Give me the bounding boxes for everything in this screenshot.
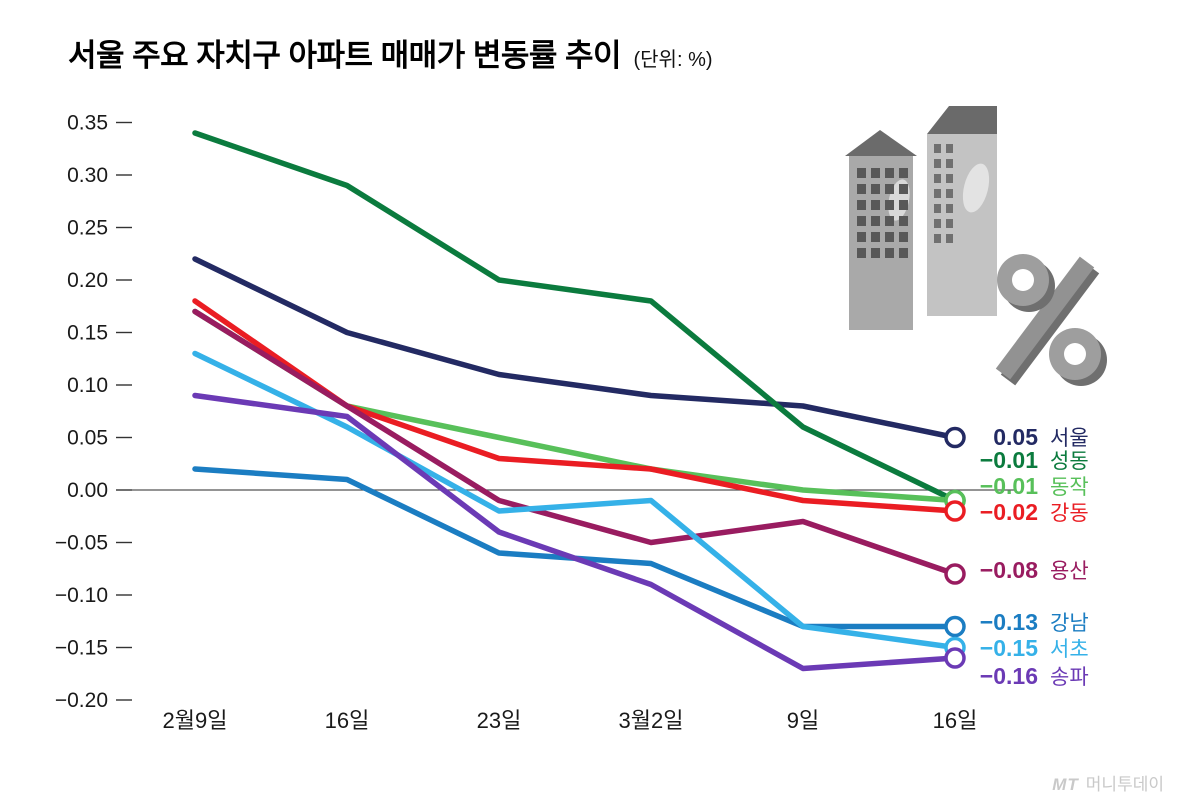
series-endpoint-서울 [944, 426, 966, 449]
legend-entry-서초: −0.15 서초 [978, 633, 1089, 663]
series-endpoint-용산 [944, 563, 966, 585]
legend-value: −0.02 [979, 499, 1038, 525]
building-right-icon [927, 106, 997, 316]
legend-value: −0.08 [979, 557, 1038, 583]
page-title: 서울 주요 자치구 아파트 매매가 변동률 추이 (단위: %) [68, 30, 713, 75]
legend-entry-용산: −0.08 용산 [978, 555, 1089, 585]
legend-entry-서울: 0.05 서울 [978, 422, 1089, 452]
legend-value: −0.01 [979, 447, 1038, 473]
legend-entry-송파: −0.16 송파 [978, 661, 1089, 691]
legend-series-name: 강남 [1050, 612, 1089, 635]
y-axis-label: 0.00 [67, 479, 108, 502]
legend-series-name: 서울 [1050, 427, 1089, 450]
y-axis-label: −0.10 [55, 584, 108, 607]
x-axis-label: 16일 [933, 708, 978, 733]
series-line-서울 [192, 256, 958, 441]
y-axis-label: 0.35 [67, 112, 108, 135]
legend-entry-강남: −0.13 강남 [978, 607, 1089, 637]
building-right-windows [934, 144, 953, 243]
series-line-용산 [192, 308, 958, 577]
x-axis-label: 3월2일 [619, 708, 684, 733]
y-axis-label: 0.15 [67, 322, 108, 345]
x-axis-label: 9일 [787, 708, 819, 733]
legend-value: −0.01 [979, 473, 1038, 499]
chart-unit-label: (단위: %) [633, 49, 713, 71]
legend-entry-동작: −0.01 동작 [978, 471, 1089, 501]
y-axis-label: 0.20 [67, 269, 108, 292]
watermark: MT 머니투데이 [1052, 770, 1164, 795]
buildings-percent-icon [845, 106, 1107, 386]
x-axis-label: 16일 [325, 708, 370, 733]
building-left-windows [857, 168, 908, 258]
legend-series-name: 용산 [1050, 560, 1089, 583]
legend-series-name: 송파 [1050, 666, 1089, 689]
y-axis-label: 0.25 [67, 217, 108, 240]
legend-series-name: 성동 [1050, 450, 1089, 473]
legend-value: −0.13 [979, 609, 1038, 635]
series-line-성동 [192, 130, 958, 504]
x-axis-label: 2월9일 [163, 708, 228, 733]
legend-series-name: 동작 [1050, 476, 1089, 499]
y-axis-label: −0.15 [55, 637, 108, 660]
y-axis-label: −0.05 [55, 532, 108, 555]
building-left-icon [845, 130, 917, 330]
legend-series-name: 서초 [1050, 638, 1089, 661]
y-axis-label: 0.10 [67, 374, 108, 397]
series-endpoint-강남 [944, 615, 966, 638]
legend-entry-강동: −0.02 강동 [978, 497, 1089, 527]
legend-value: −0.16 [979, 663, 1038, 689]
percent-icon [995, 254, 1107, 386]
mt-logo: MT [1052, 775, 1079, 794]
series-line-송파 [192, 392, 958, 672]
series-endpoint-송파 [944, 647, 966, 669]
y-axis-label: −0.20 [55, 689, 108, 712]
legend-series-name: 강동 [1050, 502, 1089, 525]
y-axis-label: 0.30 [67, 164, 108, 187]
y-axis-label: 0.05 [67, 427, 108, 450]
legend-value: −0.15 [979, 635, 1038, 661]
legend: 0.05 서울 −0.01 성동 −0.01 동작 −0.02 강동 −0.08 용산 −0.13 강… [978, 0, 1200, 807]
x-axis-label: 23일 [477, 708, 522, 733]
watermark-name: 머니투데이 [1085, 775, 1164, 794]
legend-value: 0.05 [993, 424, 1038, 450]
chart-title: 서울 주요 자치구 아파트 매매가 변동률 추이 [68, 38, 622, 73]
series-endpoint-강동 [944, 500, 966, 522]
legend-entry-성동: −0.01 성동 [978, 445, 1089, 475]
